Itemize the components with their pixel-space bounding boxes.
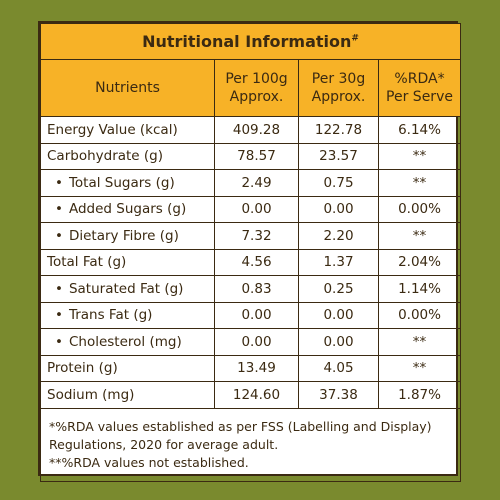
table-title: Nutritional Information# (39, 23, 462, 60)
bullet-icon: • (55, 174, 63, 191)
nutrient-label: Total Sugars (g) (68, 174, 175, 191)
nutrient-label: Cholesterol (mg) (68, 333, 182, 350)
value-per-30g: 23.57 (298, 142, 379, 170)
header-rda: %RDA* Per Serve (377, 59, 462, 117)
value-rda: 1.87% (377, 381, 462, 409)
footnotes: *%RDA values established as per FSS (Lab… (39, 407, 462, 482)
value-per-100g: 13.49 (214, 354, 299, 382)
value-per-30g: 37.38 (298, 381, 379, 409)
table-title-text: Nutritional Information (142, 32, 352, 51)
nutrition-panel: Nutritional Information# Nutrients Per 1… (38, 21, 462, 482)
nutrient-name: Carbohydrate (g) (40, 142, 215, 170)
value-rda: ** (377, 169, 462, 197)
value-per-100g: 7.32 (214, 222, 299, 250)
value-rda: ** (377, 222, 462, 250)
value-per-30g: 122.78 (298, 116, 379, 144)
value-rda: 1.14% (377, 275, 462, 303)
value-rda: ** (377, 142, 462, 170)
nutrient-rows: Energy Value (kcal) 409.28 122.78 6.14% Carb… (40, 116, 462, 409)
table-row: • Trans Fat (g) 0.00 0.00 0.00% (40, 301, 462, 329)
table-row: • Total Sugars (g) 2.49 0.75 ** (40, 169, 462, 197)
nutrient-name: • Trans Fat (g) (40, 301, 215, 329)
footnote-rda: *%RDA values established as per FSS (Lab… (49, 418, 432, 452)
nutrient-name: • Added Sugars (g) (40, 195, 215, 223)
value-per-100g: 0.00 (214, 301, 299, 329)
header-per-100g: Per 100g Approx. (214, 59, 299, 117)
bullet-icon: • (55, 307, 63, 324)
bullet-icon: • (55, 333, 63, 350)
header-nutrients: Nutrients (40, 59, 215, 117)
table-row: • Added Sugars (g) 0.00 0.00 0.00% (40, 195, 462, 223)
value-per-30g: 2.20 (298, 222, 379, 250)
table-row: Sodium (mg) 124.60 37.38 1.87% (40, 381, 462, 409)
bullet-icon: • (55, 280, 63, 297)
value-per-30g: 1.37 (298, 248, 379, 276)
value-per-30g: 0.00 (298, 328, 379, 356)
footnote-not-established: **%RDA values not established. (49, 454, 249, 470)
table-row: • Cholesterol (mg) 0.00 0.00 ** (40, 328, 462, 356)
value-per-100g: 2.49 (214, 169, 299, 197)
value-rda: 0.00% (377, 195, 462, 223)
value-per-100g: 78.57 (214, 142, 299, 170)
footnote-row: *%RDA values established as per FSS (Lab… (39, 407, 462, 482)
value-rda: 0.00% (377, 301, 462, 329)
nutrient-label: Trans Fat (g) (68, 307, 153, 324)
title-mark: # (351, 33, 359, 44)
nutrient-label: Sodium (mg) (47, 386, 135, 403)
nutrient-label: Added Sugars (g) (68, 201, 187, 218)
value-per-100g: 4.56 (214, 248, 299, 276)
nutrient-label: Dietary Fibre (g) (68, 227, 179, 244)
title-row: Nutritional Information# (39, 23, 462, 60)
table-row: Energy Value (kcal) 409.28 122.78 6.14% (40, 116, 462, 144)
value-per-30g: 0.00 (298, 301, 379, 329)
value-per-100g: 0.83 (214, 275, 299, 303)
value-per-100g: 0.00 (214, 195, 299, 223)
value-per-30g: 4.05 (298, 354, 379, 382)
value-rda: ** (377, 354, 462, 382)
nutrient-name: Total Fat (g) (40, 248, 215, 276)
value-per-100g: 0.00 (214, 328, 299, 356)
value-rda: ** (377, 328, 462, 356)
nutrient-label: Total Fat (g) (47, 254, 127, 271)
value-per-30g: 0.25 (298, 275, 379, 303)
value-per-30g: 0.75 (298, 169, 379, 197)
value-per-100g: 124.60 (214, 381, 299, 409)
header-per-30g: Per 30g Approx. (298, 59, 379, 117)
nutrient-name: • Saturated Fat (g) (40, 275, 215, 303)
nutrition-table: Nutritional Information# Nutrients Per 1… (39, 23, 462, 482)
nutrient-name: Energy Value (kcal) (40, 116, 215, 144)
nutrient-label: Protein (g) (47, 360, 118, 377)
value-rda: 2.04% (377, 248, 462, 276)
bullet-icon: • (55, 227, 63, 244)
table-row: • Saturated Fat (g) 0.83 0.25 1.14% (40, 275, 462, 303)
nutrient-label: Energy Value (kcal) (47, 121, 178, 138)
bullet-icon: • (55, 201, 63, 218)
header-row: Nutrients Per 100g Approx. Per 30g Appro… (40, 59, 462, 117)
table-row: • Dietary Fibre (g) 7.32 2.20 ** (40, 222, 462, 250)
nutrient-label: Carbohydrate (g) (47, 148, 164, 165)
nutrient-name: Protein (g) (40, 354, 215, 382)
table-row: Carbohydrate (g) 78.57 23.57 ** (40, 142, 462, 170)
nutrient-label: Saturated Fat (g) (68, 280, 184, 297)
nutrient-name: Sodium (mg) (40, 381, 215, 409)
value-per-30g: 0.00 (298, 195, 379, 223)
table-row: Total Fat (g) 4.56 1.37 2.04% (40, 248, 462, 276)
nutrient-name: • Dietary Fibre (g) (40, 222, 215, 250)
value-per-100g: 409.28 (214, 116, 299, 144)
table-row: Protein (g) 13.49 4.05 ** (40, 354, 462, 382)
value-rda: 6.14% (377, 116, 462, 144)
nutrient-name: • Cholesterol (mg) (40, 328, 215, 356)
nutrient-name: • Total Sugars (g) (40, 169, 215, 197)
